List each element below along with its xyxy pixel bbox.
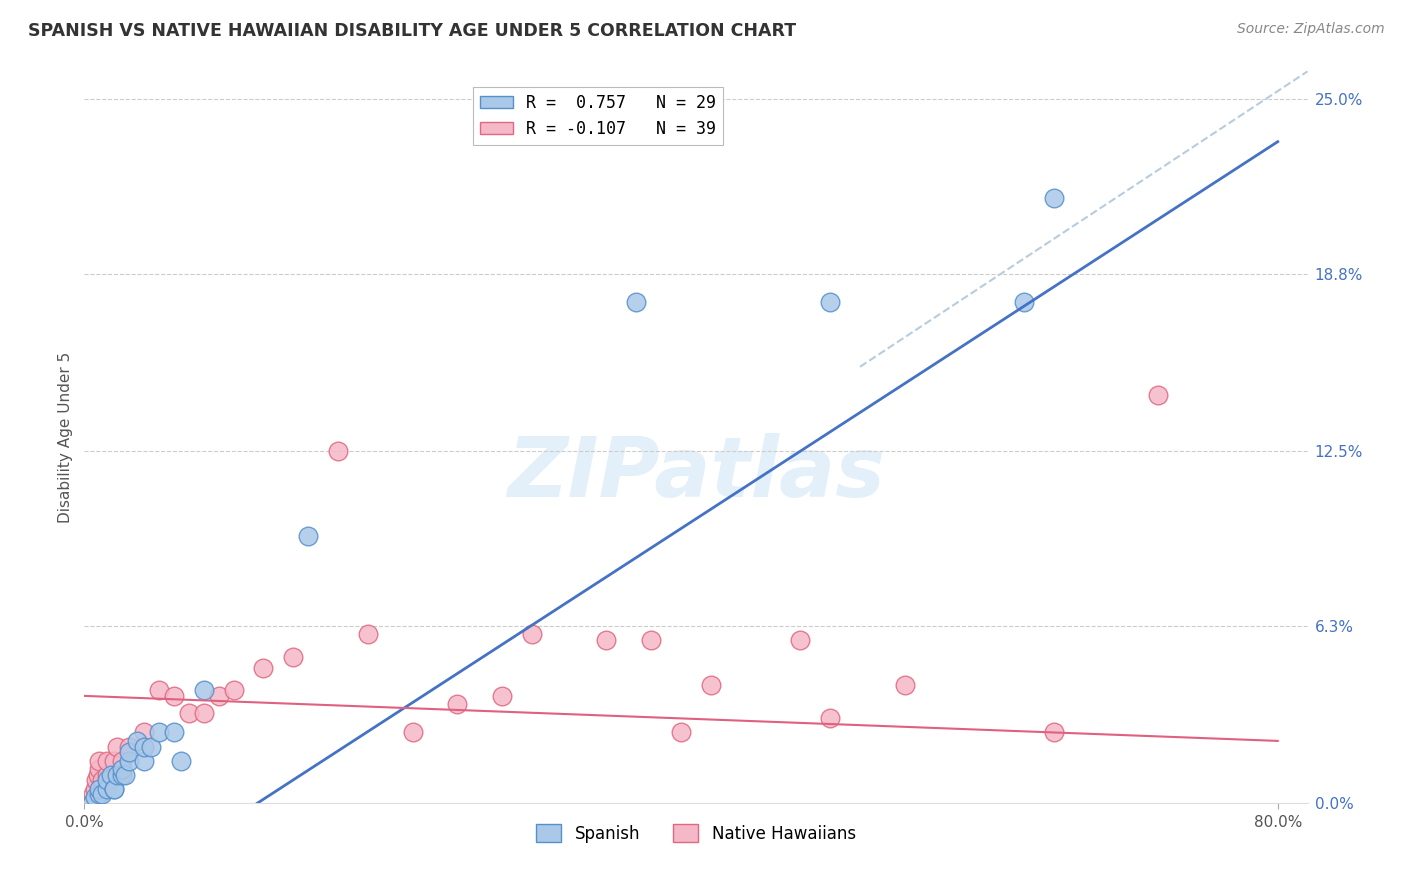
Point [491,689,513,703]
Point [111,754,134,768]
Point [818,711,841,725]
Point [83,781,105,796]
Point [894,678,917,692]
Point [132,725,155,739]
Point [148,683,170,698]
Point [103,754,125,768]
Point [89,788,111,802]
Point [91,788,114,802]
Point [626,295,648,310]
Point [89,781,111,796]
Point [89,754,111,768]
Point [114,767,136,781]
Point [96,773,118,788]
Point [141,739,163,754]
Point [818,295,841,310]
Point [177,706,200,720]
Point [163,689,186,703]
Text: SPANISH VS NATIVE HAWAIIAN DISABILITY AGE UNDER 5 CORRELATION CHART: SPANISH VS NATIVE HAWAIIAN DISABILITY AG… [28,22,796,40]
Point [91,773,114,788]
Point [103,781,125,796]
Point [193,683,215,698]
Point [595,632,617,647]
Point [118,745,141,759]
Point [789,632,811,647]
Point [103,781,125,796]
Point [640,632,662,647]
Point [118,754,141,768]
Point [222,683,245,698]
Point [1147,388,1170,402]
Point [252,661,274,675]
Point [80,796,103,810]
Point [84,773,107,788]
Point [357,627,380,641]
Point [87,767,110,781]
Point [100,767,122,781]
Point [193,706,215,720]
Point [132,754,155,768]
Point [326,444,349,458]
Point [520,627,543,641]
Point [669,725,692,739]
Point [148,725,170,739]
Point [111,762,134,776]
Point [297,528,319,542]
Point [207,689,229,703]
Text: ZIPatlas: ZIPatlas [508,434,884,514]
Point [96,754,118,768]
Point [111,767,134,781]
Point [118,739,141,754]
Y-axis label: Disability Age Under 5: Disability Age Under 5 [58,351,73,523]
Point [125,734,148,748]
Point [1043,725,1066,739]
Point [105,739,128,754]
Point [103,767,125,781]
Point [283,649,305,664]
Point [105,767,128,781]
Point [401,725,423,739]
Point [170,754,193,768]
Legend: Spanish, Native Hawaiians: Spanish, Native Hawaiians [530,818,862,849]
Point [96,767,118,781]
Point [700,678,723,692]
Point [163,725,186,739]
Point [89,762,111,776]
Point [1043,191,1066,205]
Text: Source: ZipAtlas.com: Source: ZipAtlas.com [1237,22,1385,37]
Point [96,781,118,796]
Point [446,698,468,712]
Point [83,790,105,805]
Point [1012,295,1035,310]
Point [82,788,104,802]
Point [80,796,103,810]
Point [132,739,155,754]
